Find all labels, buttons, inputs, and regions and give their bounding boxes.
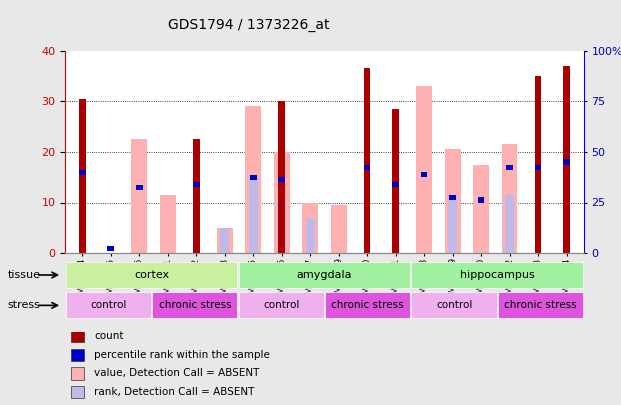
Bar (478, 198, 484, 202)
Bar (450, 195, 456, 200)
Text: count: count (94, 331, 124, 341)
Bar (563, 160, 570, 164)
Text: stress: stress (7, 300, 40, 310)
Text: cortex: cortex (134, 270, 169, 280)
Text: chronic stress: chronic stress (158, 301, 231, 310)
Text: value, Detection Call = ABSENT: value, Detection Call = ABSENT (94, 369, 260, 378)
Bar (364, 164, 371, 170)
Bar (535, 164, 542, 170)
Bar (274, 152, 289, 253)
Bar (107, 245, 114, 251)
Text: control: control (436, 301, 473, 310)
Text: control: control (90, 301, 127, 310)
Bar (306, 218, 314, 253)
Text: rank, Detection Call = ABSENT: rank, Detection Call = ABSENT (94, 387, 255, 397)
Bar (278, 101, 285, 253)
Text: control: control (263, 301, 299, 310)
Bar (136, 185, 143, 190)
Bar (238, 262, 410, 288)
Bar (505, 195, 514, 253)
Bar (79, 99, 86, 253)
Text: percentile rank within the sample: percentile rank within the sample (94, 350, 270, 360)
Bar (278, 177, 285, 182)
Bar (193, 139, 199, 253)
Bar (448, 198, 457, 253)
Bar (66, 292, 151, 318)
Bar (278, 198, 286, 253)
Bar (445, 149, 461, 253)
Text: hippocampus: hippocampus (460, 270, 535, 280)
Bar (302, 202, 318, 253)
Bar (506, 164, 513, 170)
Bar (220, 228, 229, 253)
Bar (71, 330, 84, 343)
Bar (412, 262, 583, 288)
Bar (249, 177, 258, 253)
Bar (250, 175, 256, 180)
Bar (412, 292, 497, 318)
Bar (132, 139, 147, 253)
Bar (66, 262, 237, 288)
Bar (238, 292, 324, 318)
Text: chronic stress: chronic stress (332, 301, 404, 310)
Bar (421, 172, 427, 177)
Bar (71, 367, 84, 379)
Bar (325, 292, 410, 318)
Bar (79, 170, 86, 175)
Bar (152, 292, 237, 318)
Bar (193, 182, 199, 187)
Bar (71, 386, 84, 398)
Bar (392, 109, 399, 253)
Bar (498, 292, 583, 318)
Bar (473, 164, 489, 253)
Bar (563, 66, 570, 253)
Text: chronic stress: chronic stress (504, 301, 577, 310)
Bar (245, 107, 261, 253)
Bar (160, 195, 176, 253)
Bar (502, 144, 517, 253)
Bar (71, 349, 84, 361)
Bar (416, 86, 432, 253)
Text: tissue: tissue (7, 270, 40, 279)
Bar (364, 68, 371, 253)
Text: GDS1794 / 1373226_at: GDS1794 / 1373226_at (168, 18, 329, 32)
Bar (535, 76, 542, 253)
Bar (392, 182, 399, 187)
Bar (331, 205, 347, 253)
Bar (217, 228, 233, 253)
Text: amygdala: amygdala (297, 270, 352, 280)
